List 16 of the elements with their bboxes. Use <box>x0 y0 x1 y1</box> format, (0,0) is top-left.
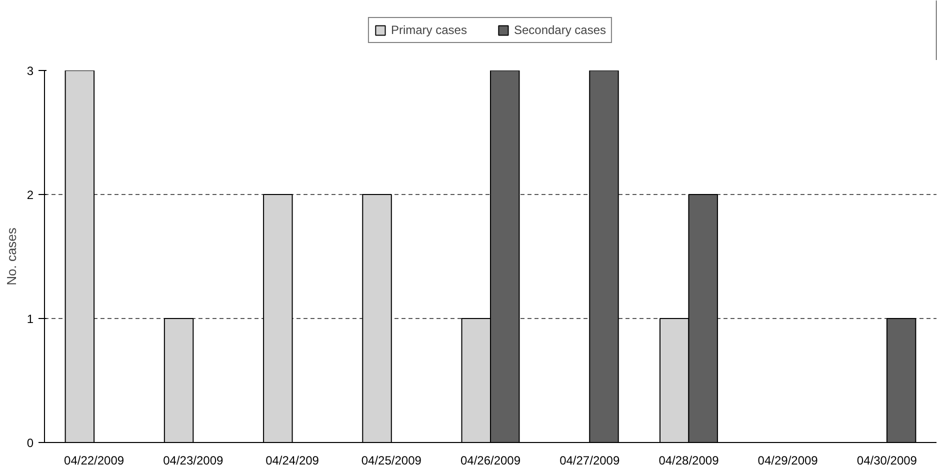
x-tick-label: 04/25/2009 <box>361 454 422 468</box>
y-tick-label: 3 <box>26 64 34 78</box>
x-tick-label: 04/27/2009 <box>560 454 620 468</box>
y-tick-label: 0 <box>26 436 34 450</box>
x-tick-label: 04/22/2009 <box>64 454 124 468</box>
x-tick-label: 04/28/2009 <box>658 454 720 468</box>
legend-label: Primary cases <box>390 23 467 37</box>
legend-label: Secondary cases <box>514 23 606 37</box>
x-tick-label: 04/23/2009 <box>163 454 224 468</box>
x-tick-label: 04/30/2009 <box>856 454 918 468</box>
x-tick-label: 04/29/2009 <box>758 454 818 468</box>
x-tick-label: 04/24/209 <box>266 454 320 468</box>
y-tick-label: 2 <box>26 188 34 202</box>
x-tick-label: 04/26/2009 <box>460 454 521 468</box>
y-axis-title: No. cases <box>4 227 19 286</box>
y-tick-label: 1 <box>26 312 34 326</box>
